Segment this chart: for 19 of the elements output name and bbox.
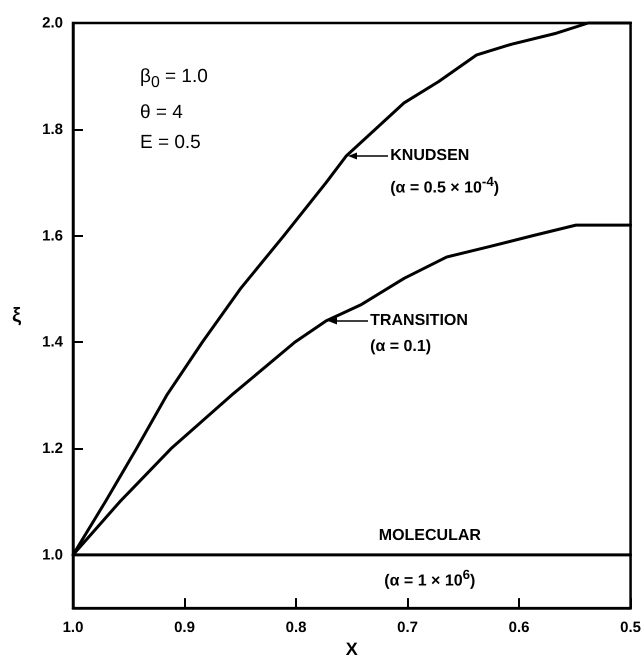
y-tick-label: 1.6 [42,227,63,244]
y-tick-label: 2.0 [42,14,63,32]
y-tick-label: 1.2 [42,440,63,458]
y-tick-label: 1.4 [42,334,64,351]
x-tick-label: 0.7 [397,619,418,636]
x-tick-label: 0.5 [620,619,642,636]
x-axis-title: X [346,639,358,659]
y-tick-label: 1.0 [42,546,63,564]
x-tick-label: 1.0 [62,619,84,636]
annotation: MOLECULAR [378,526,482,546]
y-tick-label: 1.8 [42,120,63,138]
y-axis-title: ξ [12,304,22,327]
x-tick-label: 0.9 [174,619,195,636]
x-tick-label: 0.6 [508,619,530,636]
annotation: (α = 1 × 10$^{6}$) [383,566,476,592]
annotation: KNUDSEN (α = 0.5 × 10$^{-4}$) [390,146,500,198]
annotation: TRANSITION (α = 0.1) [370,310,468,357]
x-tick-label: 0.8 [286,619,306,636]
annotation: β$_{0}$ = 1.0 θ = 4 E = 0.5 [140,65,208,155]
